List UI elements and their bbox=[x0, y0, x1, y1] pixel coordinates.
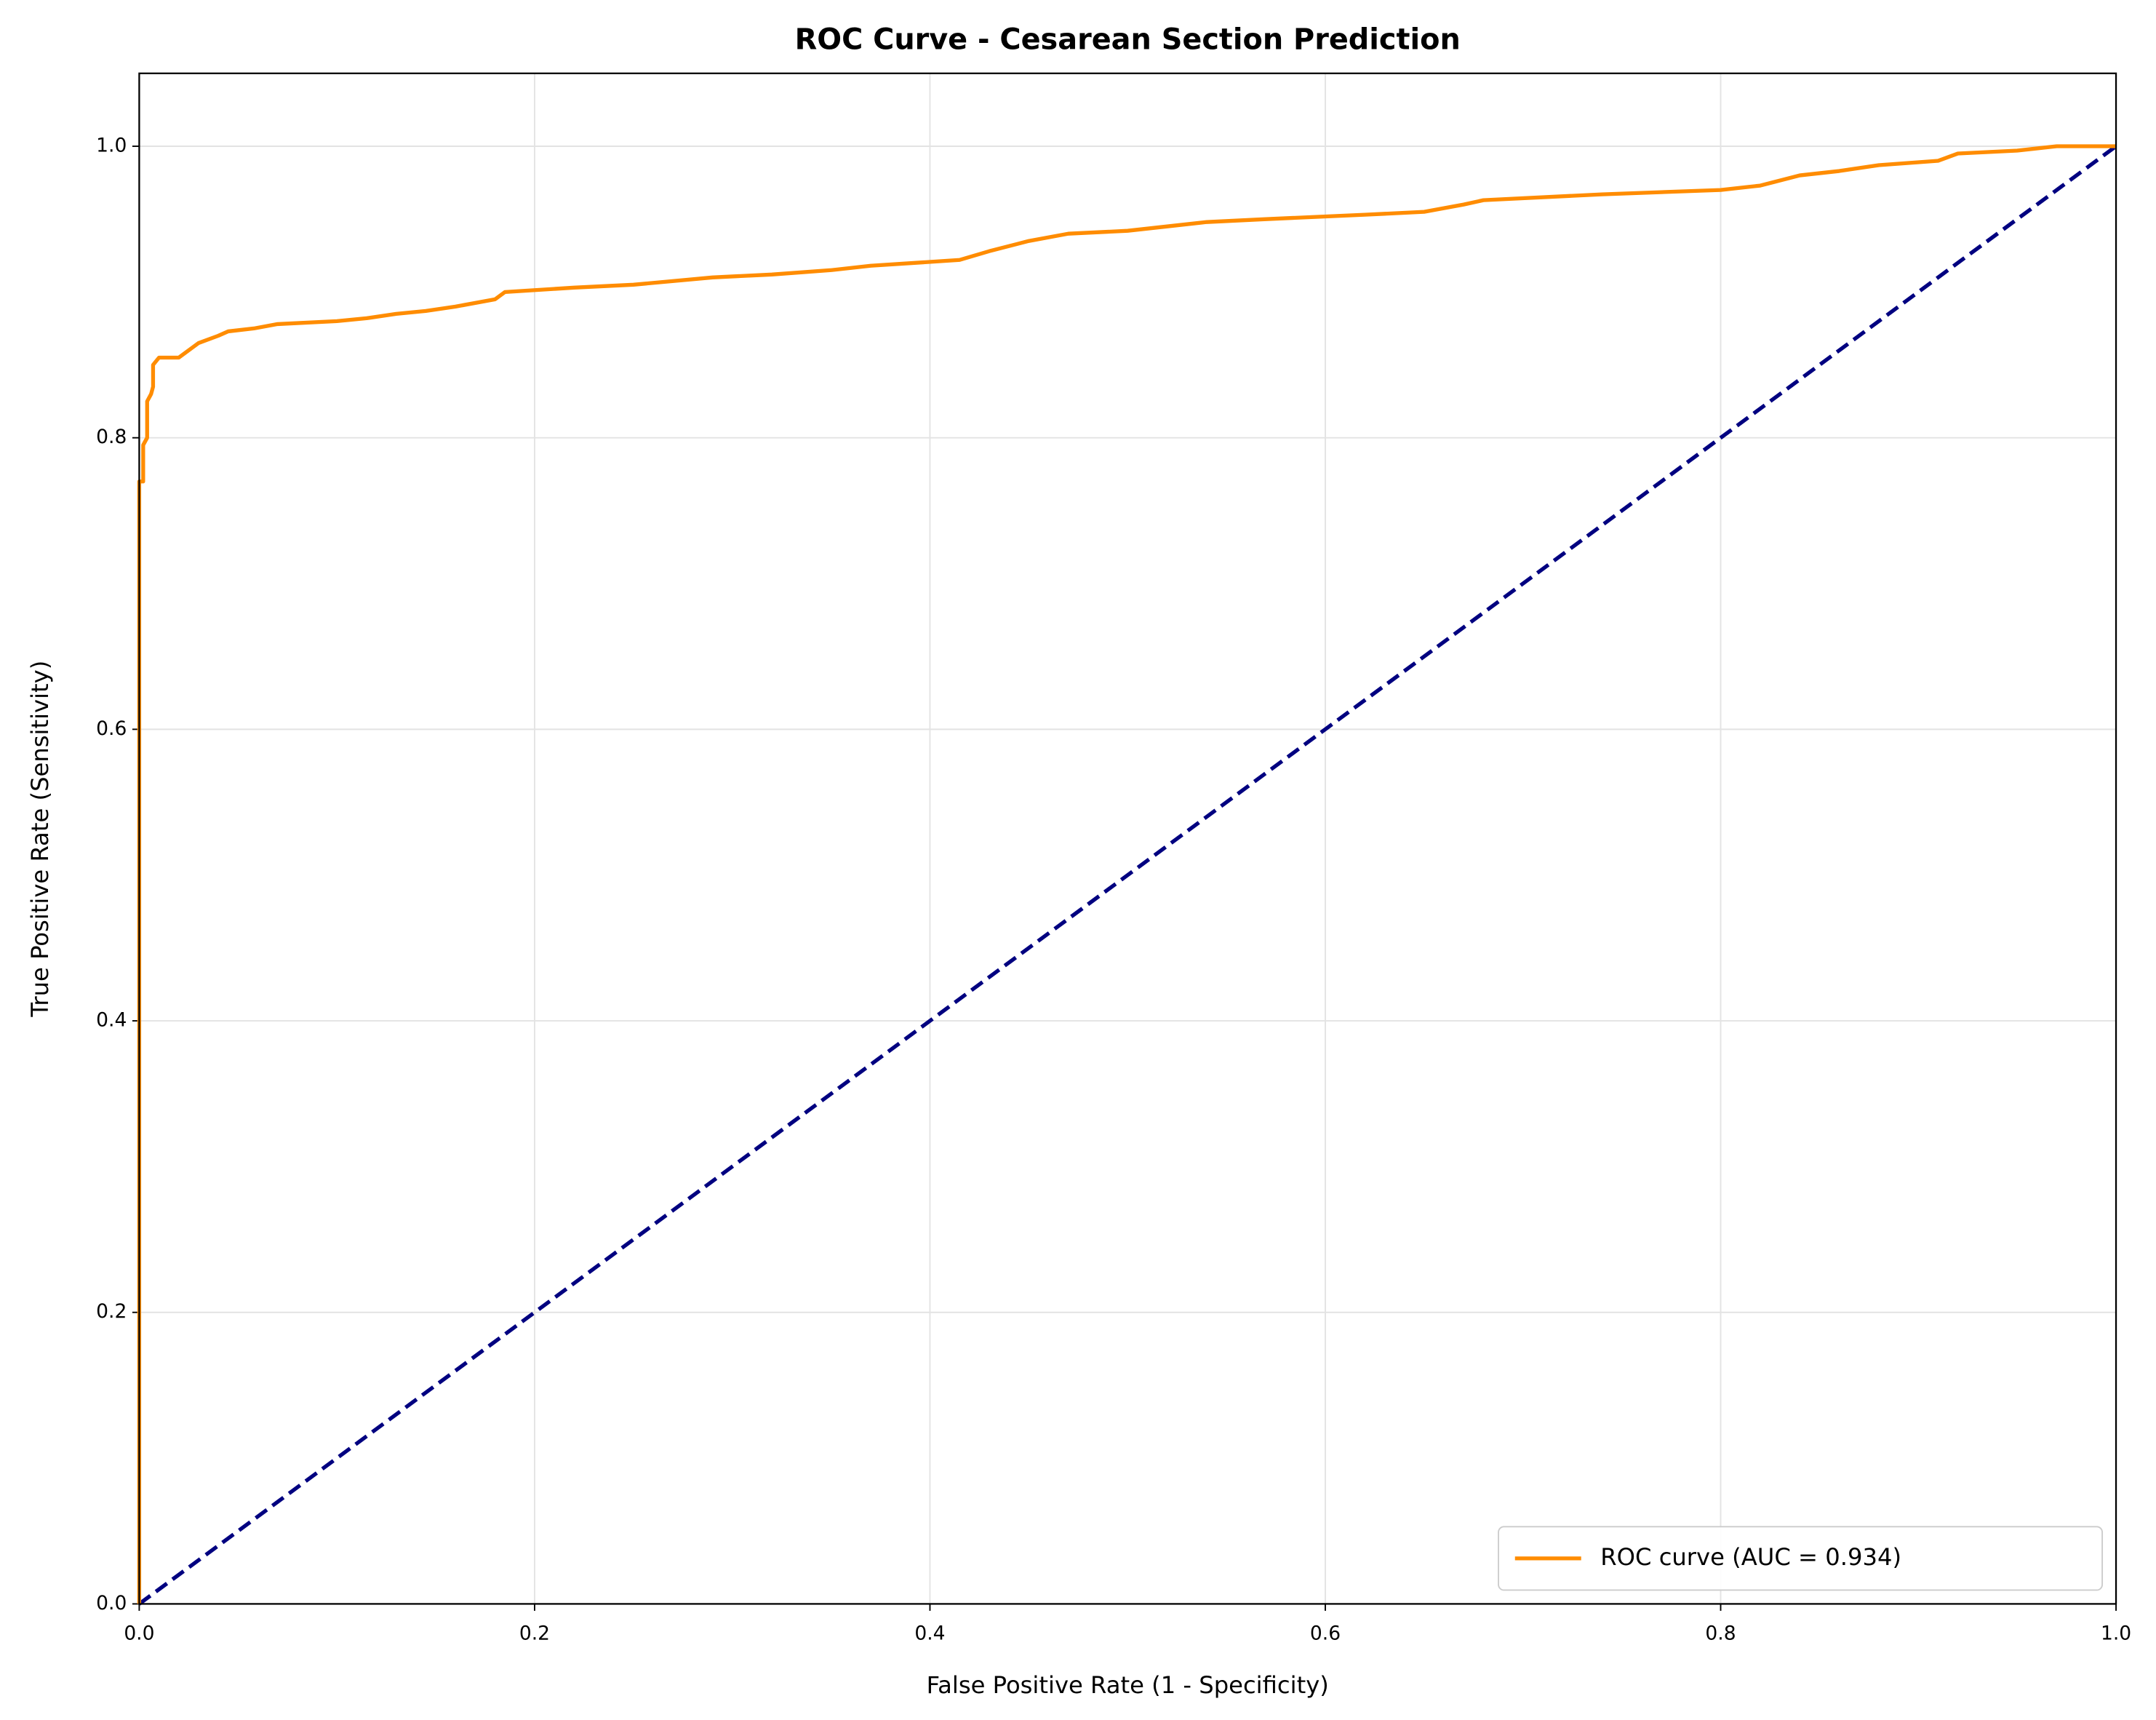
y-tick-label: 0.6 bbox=[96, 717, 127, 740]
legend-label: ROC curve (AUC = 0.934) bbox=[1600, 1543, 1901, 1571]
x-tick-label: 0.0 bbox=[124, 1623, 154, 1645]
legend-box bbox=[1498, 1526, 2104, 1591]
y-tick-label: 0.2 bbox=[96, 1300, 127, 1323]
x-tick-label: 1.0 bbox=[2101, 1623, 2131, 1645]
roc-line bbox=[137, 144, 2117, 1604]
y-tick-label: 0.8 bbox=[96, 426, 127, 448]
plot-frame bbox=[138, 72, 2117, 1605]
x-tick-label: 0.8 bbox=[1705, 1623, 1736, 1645]
x-tick-label: 0.2 bbox=[519, 1623, 550, 1645]
x-tick-label: 0.4 bbox=[914, 1623, 945, 1645]
y-tick-label: 0.4 bbox=[96, 1009, 127, 1032]
y-tick-label: 0.0 bbox=[96, 1592, 127, 1615]
y-axis-label: True Positive Rate (Sensitivity) bbox=[26, 661, 54, 1018]
x-axis-label: False Positive Rate (1 - Specificity) bbox=[927, 1671, 1329, 1699]
y-tick-label: 1.0 bbox=[96, 134, 127, 156]
chart-title: ROC Curve - Cesarean Section Prediction bbox=[795, 23, 1461, 57]
x-tick-label: 0.6 bbox=[1310, 1623, 1341, 1645]
reference-line bbox=[137, 144, 2117, 1606]
